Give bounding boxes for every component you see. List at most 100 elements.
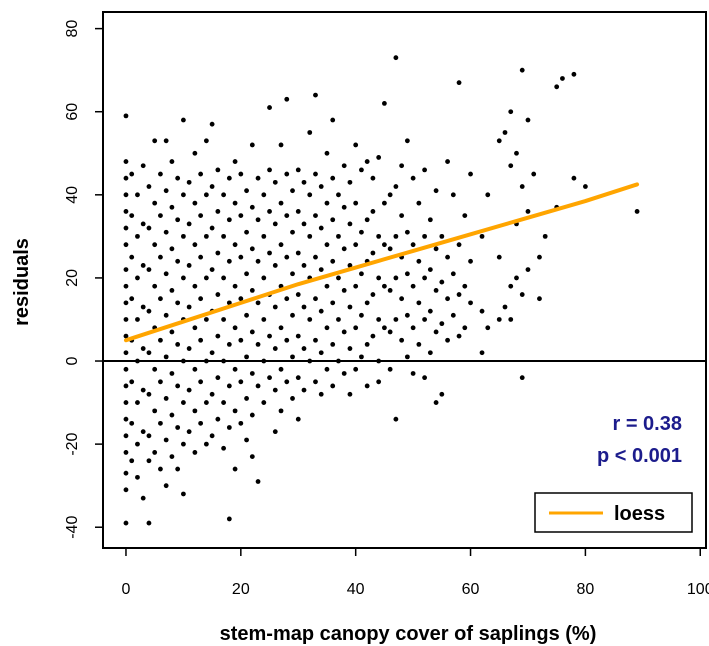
data-point <box>181 275 186 281</box>
data-point <box>347 391 353 397</box>
data-point <box>135 400 140 405</box>
data-point <box>290 229 295 235</box>
data-point <box>198 420 204 426</box>
data-point <box>186 263 192 268</box>
data-point <box>571 71 577 77</box>
data-point <box>255 258 261 264</box>
data-point <box>267 105 272 110</box>
data-point <box>152 242 158 248</box>
data-point <box>209 350 215 356</box>
data-point <box>221 275 227 281</box>
data-point <box>422 375 427 381</box>
data-point <box>387 246 393 252</box>
data-point <box>123 242 129 248</box>
data-point <box>468 300 473 306</box>
data-point <box>215 209 221 214</box>
data-point <box>135 441 140 447</box>
data-point <box>307 358 313 364</box>
data-point <box>123 267 129 273</box>
data-point <box>146 350 152 356</box>
data-point <box>209 433 215 439</box>
data-point <box>290 271 295 277</box>
data-point <box>278 408 284 414</box>
data-point <box>232 283 238 289</box>
plot-frame <box>102 11 707 549</box>
data-point <box>249 371 255 376</box>
data-point <box>163 396 169 401</box>
data-point <box>158 254 163 260</box>
data-point <box>221 317 227 322</box>
data-point <box>255 342 261 347</box>
data-point <box>295 333 301 339</box>
data-point <box>560 76 565 81</box>
data-point <box>186 429 192 435</box>
data-point <box>123 350 129 356</box>
data-point <box>462 213 468 218</box>
data-point <box>313 379 318 385</box>
data-point <box>169 412 175 418</box>
data-point <box>123 433 129 439</box>
data-point <box>318 184 324 189</box>
data-point <box>410 242 416 248</box>
data-point <box>175 383 181 389</box>
data-point <box>169 454 175 459</box>
data-point <box>462 283 468 289</box>
data-point <box>209 267 215 273</box>
data-point <box>318 350 324 356</box>
data-point <box>370 333 376 339</box>
data-point <box>313 213 318 218</box>
data-point <box>123 225 129 231</box>
data-point <box>439 233 445 239</box>
data-point <box>525 117 531 123</box>
data-point <box>502 130 508 135</box>
data-point <box>158 420 163 426</box>
data-point <box>359 167 364 173</box>
data-point <box>353 283 359 289</box>
data-point <box>272 387 278 393</box>
data-point <box>347 263 353 268</box>
data-point <box>301 221 307 227</box>
data-point <box>404 229 410 235</box>
data-point <box>387 192 393 198</box>
data-point <box>123 416 129 422</box>
data-point <box>347 304 353 310</box>
data-point <box>450 271 456 277</box>
y-tick-label: -20 <box>64 432 81 455</box>
data-point <box>163 188 169 194</box>
data-point <box>146 433 152 439</box>
data-point <box>146 391 152 397</box>
data-point <box>129 420 135 426</box>
data-point <box>238 420 244 426</box>
data-point <box>324 200 330 206</box>
data-point <box>140 429 146 435</box>
data-point <box>140 387 146 393</box>
data-point <box>129 379 135 385</box>
data-point <box>290 188 295 194</box>
data-point <box>445 337 450 343</box>
data-point <box>158 296 163 302</box>
data-point <box>203 275 209 281</box>
data-point <box>261 233 267 239</box>
data-point <box>238 254 244 260</box>
x-tick-label: 100 <box>687 581 709 598</box>
data-point <box>123 113 129 119</box>
data-point <box>330 383 336 389</box>
data-point <box>393 317 399 322</box>
data-point <box>226 425 232 430</box>
data-point <box>215 416 221 422</box>
data-point <box>382 325 387 331</box>
data-point <box>433 329 439 335</box>
data-point <box>181 117 186 123</box>
data-point <box>255 175 261 181</box>
data-point <box>203 233 209 239</box>
data-point <box>135 275 140 281</box>
data-point <box>169 159 175 164</box>
data-point <box>192 408 198 414</box>
data-point <box>318 391 324 397</box>
data-point <box>508 283 514 289</box>
x-tick-label: 60 <box>462 581 480 598</box>
data-point <box>123 450 129 455</box>
data-point <box>272 221 278 227</box>
data-point <box>508 109 514 115</box>
data-point <box>158 213 163 218</box>
